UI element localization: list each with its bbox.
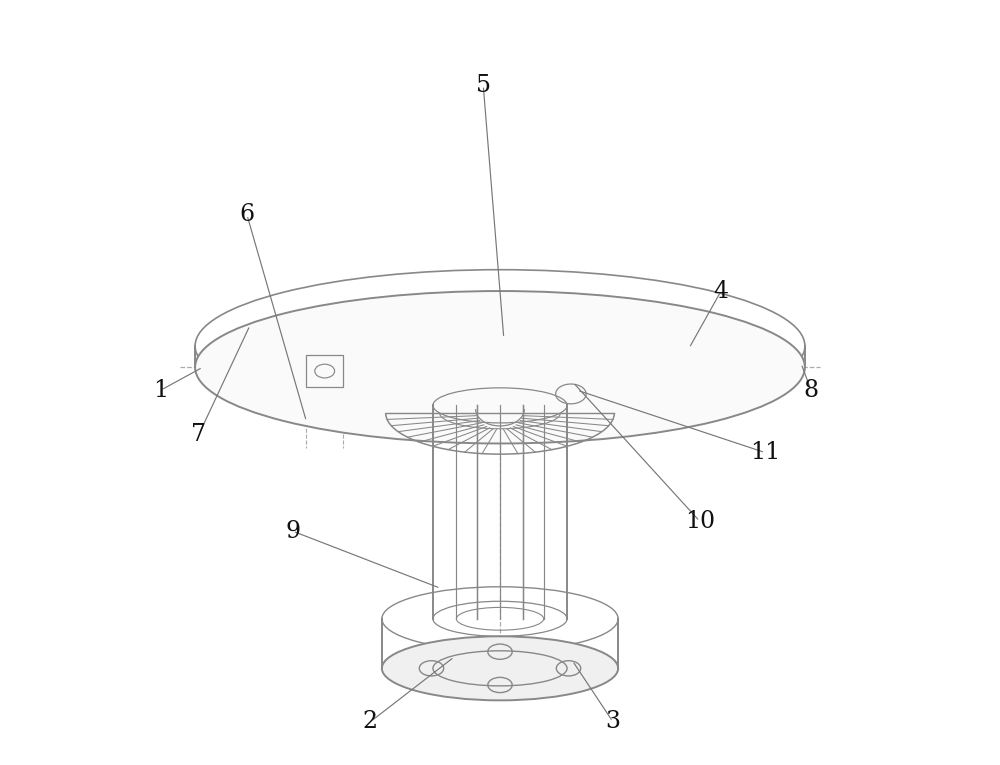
Text: 2: 2 — [363, 710, 378, 733]
Text: 11: 11 — [750, 441, 780, 464]
Text: 3: 3 — [605, 710, 620, 733]
Text: 7: 7 — [191, 423, 206, 446]
Text: 4: 4 — [713, 279, 729, 302]
Ellipse shape — [382, 636, 618, 700]
Text: 1: 1 — [153, 379, 168, 402]
Ellipse shape — [195, 291, 805, 444]
Text: 6: 6 — [239, 203, 255, 226]
Text: 8: 8 — [803, 379, 819, 402]
Text: 10: 10 — [685, 509, 715, 532]
Text: 5: 5 — [476, 73, 491, 96]
Text: 9: 9 — [285, 519, 300, 542]
